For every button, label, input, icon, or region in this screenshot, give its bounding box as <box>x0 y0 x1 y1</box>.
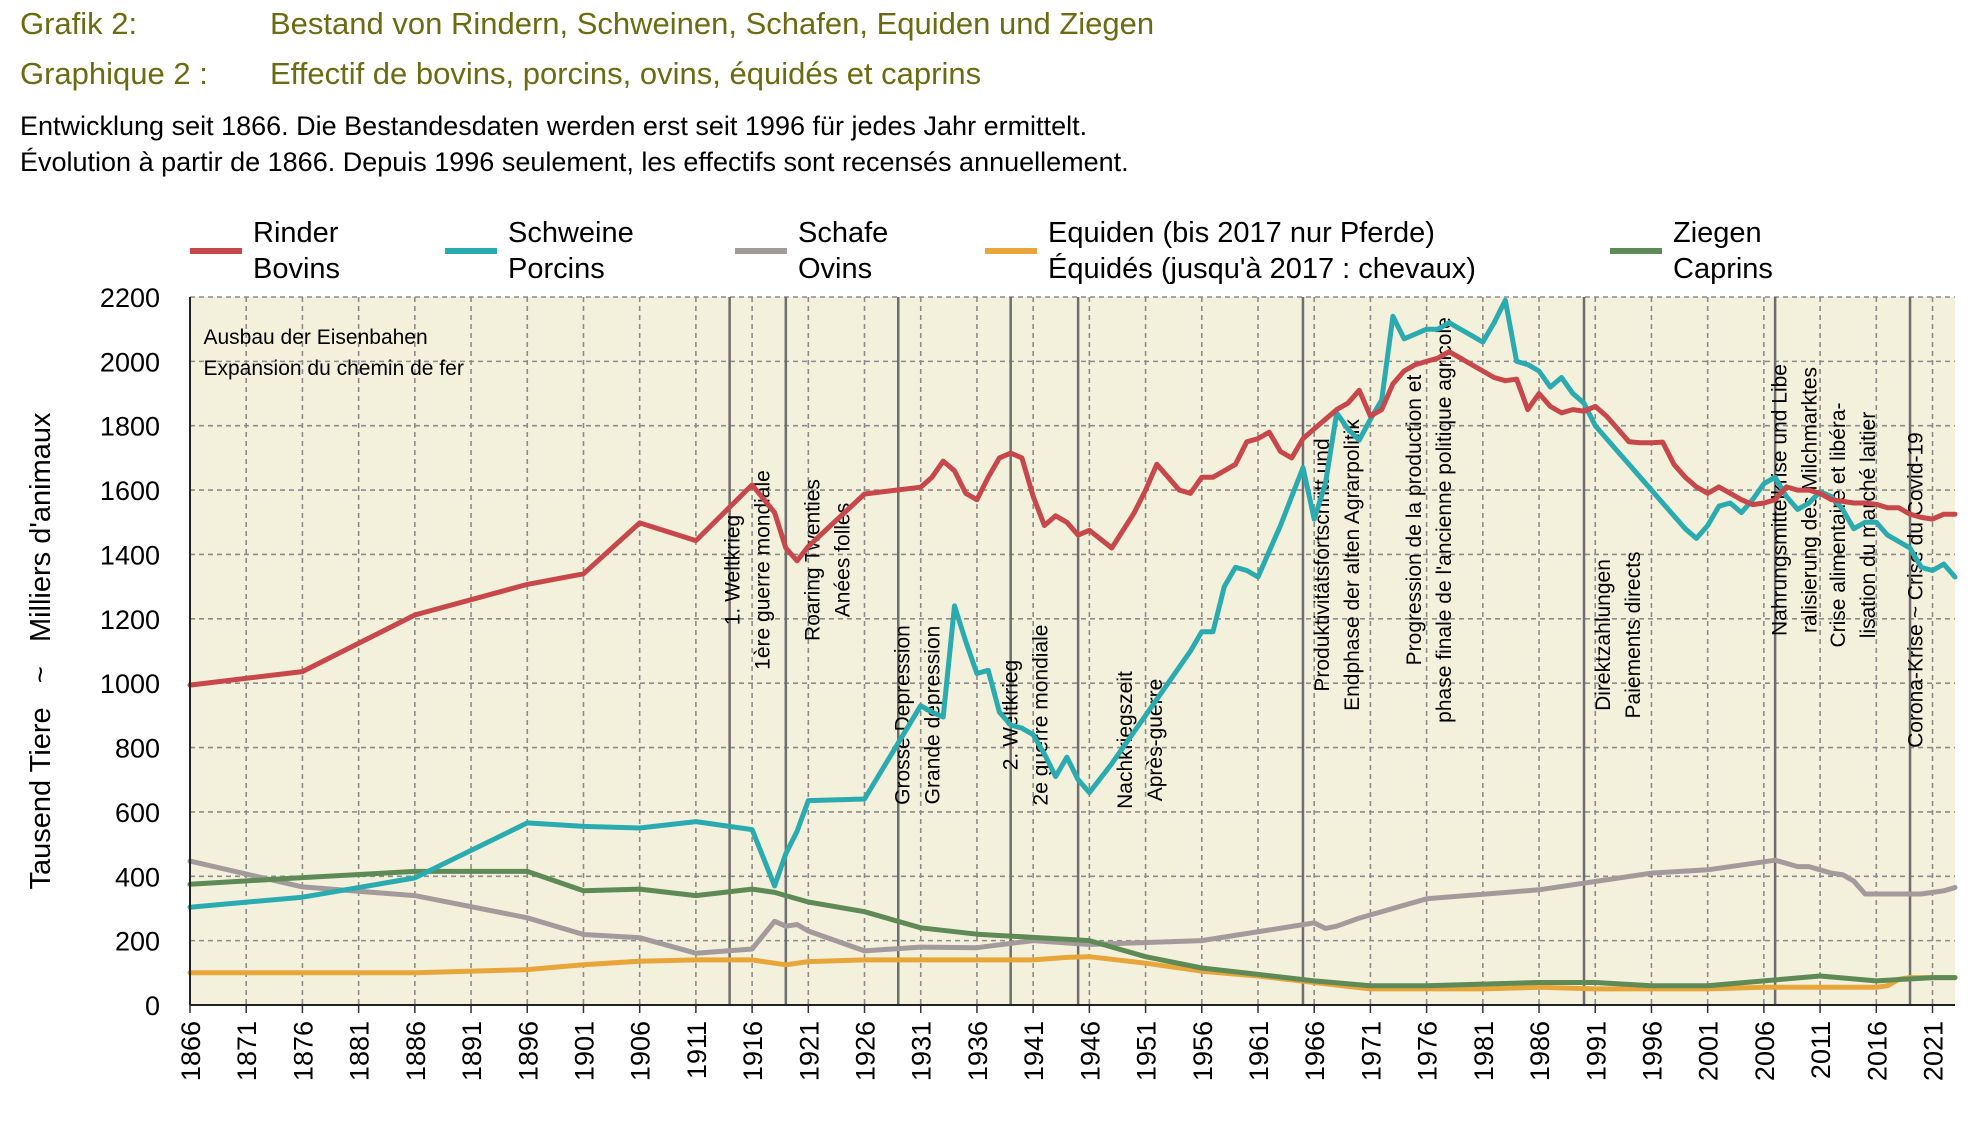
y-tick-label: 1800 <box>100 412 160 442</box>
series-line-bovins <box>187 349 1958 688</box>
x-tick-label: 1876 <box>288 1021 318 1081</box>
legend-label: Caprins <box>1673 253 1773 285</box>
annotation-text: Direktzahlungen <box>1592 559 1615 711</box>
x-tick-label: 1961 <box>1244 1021 1274 1081</box>
x-tick-label: 1951 <box>1132 1021 1162 1081</box>
x-tick-label: 1896 <box>513 1021 543 1081</box>
legend-label: Rinder <box>253 217 339 249</box>
y-tick-label: 2000 <box>100 347 160 377</box>
x-tick-label: 2021 <box>1919 1021 1949 1081</box>
annotation-text: lisation du marché laitier <box>1857 412 1880 638</box>
y-tick-label: 1400 <box>100 540 160 570</box>
y-tick-label: 400 <box>115 862 160 892</box>
title-text-fr: Effectif de bovins, porcins, ovins, équi… <box>270 56 982 91</box>
x-tick-label: 2006 <box>1750 1021 1780 1081</box>
x-tick-label: 1871 <box>232 1021 262 1081</box>
y-tick-label: 2200 <box>100 283 160 313</box>
y-tick-label: 1000 <box>100 669 160 699</box>
annotation-text: 1. Weltkrieg <box>722 515 745 626</box>
y-tick-label: 200 <box>115 927 160 957</box>
x-tick-label: 1906 <box>626 1021 656 1081</box>
annotation-text: Ausbau der Eisenbahen <box>203 326 427 349</box>
x-tick-label: 1916 <box>738 1021 768 1081</box>
x-tick-label: 1866 <box>176 1021 206 1081</box>
x-tick-label: 1981 <box>1469 1021 1499 1081</box>
annotation-text: Crise alimentaire et libéra- <box>1827 402 1850 647</box>
series-line-porcins <box>187 297 1958 910</box>
annotation-text: 2. Weltkrieg <box>999 660 1022 771</box>
annotation-text: Paiements directs <box>1622 552 1645 719</box>
annotation-text: 2e guerre mondiale <box>1029 625 1052 806</box>
legend-label: Porcins <box>508 253 605 285</box>
x-tick-label: 1926 <box>851 1021 881 1081</box>
x-tick-label: 1941 <box>1019 1021 1049 1081</box>
title-line-de: Grafik 2: Bestand von Rindern, Schweinen,… <box>20 6 1154 42</box>
title-label-de: Grafik 2: <box>20 6 138 41</box>
y-tick-label: 800 <box>115 734 160 764</box>
title-text-de: Bestand von Rindern, Schweinen, Schafen,… <box>270 6 1155 41</box>
x-tick-label: 1931 <box>907 1021 937 1081</box>
y-tick-label: 0 <box>145 991 160 1021</box>
x-tick-label: 2001 <box>1694 1021 1724 1081</box>
title-label-fr: Graphique 2 : <box>20 56 208 91</box>
x-tick-label: 1921 <box>794 1021 824 1081</box>
x-tick-label: 2016 <box>1862 1021 1892 1081</box>
x-tick-label: 1886 <box>401 1021 431 1081</box>
annotation-text: Produktivitätsfortschritt und <box>1311 438 1334 691</box>
annotation-text: Progression de la production et <box>1403 375 1426 666</box>
series-line-caprins <box>187 868 1958 989</box>
x-tick-label: 1991 <box>1581 1021 1611 1081</box>
subtitle-fr: Évolution à partir de 1866. Depuis 1996 … <box>20 147 1129 177</box>
title-line-fr: Graphique 2 : Effectif de bovins, porcins… <box>20 56 981 92</box>
x-tick-label: 1901 <box>569 1021 599 1081</box>
subtitle-de: Entwicklung seit 1866. Die Bestandesdate… <box>20 111 1088 141</box>
annotation-text: Expansion du chemin de fer <box>203 357 463 380</box>
y-tick-label: 1200 <box>100 605 160 635</box>
annotation-text: Anées folles <box>832 503 855 617</box>
x-tick-label: 1946 <box>1075 1021 1105 1081</box>
annotation-text: phase finale de l'ancienne politique agr… <box>1433 317 1456 723</box>
x-tick-label: 1971 <box>1356 1021 1386 1081</box>
annotation-text: 1ère guerre mondiale <box>752 470 775 670</box>
series-line-ovins <box>187 857 1958 956</box>
x-tick-label: 1936 <box>963 1021 993 1081</box>
annotation-text: Roaring Twenties <box>802 479 825 641</box>
y-axis-label: Tausend Tiere ~ Milliers d'animaux <box>25 412 57 889</box>
y-tick-label: 600 <box>115 798 160 828</box>
annotation-text: Grosse Depression <box>891 625 914 805</box>
x-tick-label: 2011 <box>1806 1021 1836 1079</box>
annotation-text: Nahrungsmittelkrise und Libe <box>1768 364 1791 636</box>
annotation-text: Endphase der alten Agrarpolitik <box>1341 419 1364 711</box>
y-tick-label: 1600 <box>100 476 160 506</box>
x-tick-label: 1966 <box>1300 1021 1330 1081</box>
legend-label: Ziegen <box>1673 217 1762 249</box>
x-tick-label: 1911 <box>682 1021 712 1079</box>
x-tick-label: 1996 <box>1637 1021 1667 1081</box>
legend-label: Schweine <box>508 217 634 249</box>
x-tick-label: 1976 <box>1413 1021 1443 1081</box>
x-tick-label: 1881 <box>345 1021 375 1081</box>
legend-label: Schafe <box>798 217 888 249</box>
legend-label: Ovins <box>798 253 872 285</box>
x-tick-label: 1986 <box>1525 1021 1555 1081</box>
legend-label: Équidés (jusqu'à 2017 : chevaux) <box>1048 252 1476 285</box>
x-tick-label: 1891 <box>457 1021 487 1081</box>
x-tick-label: 1956 <box>1188 1021 1218 1081</box>
plot-area <box>190 297 1955 1005</box>
annotation-text: Corona-Krise ~ Crise du Covid-19 <box>1904 432 1927 748</box>
legend-label: Equiden (bis 2017 nur Pferde) <box>1048 217 1435 249</box>
legend-label: Bovins <box>253 253 340 285</box>
